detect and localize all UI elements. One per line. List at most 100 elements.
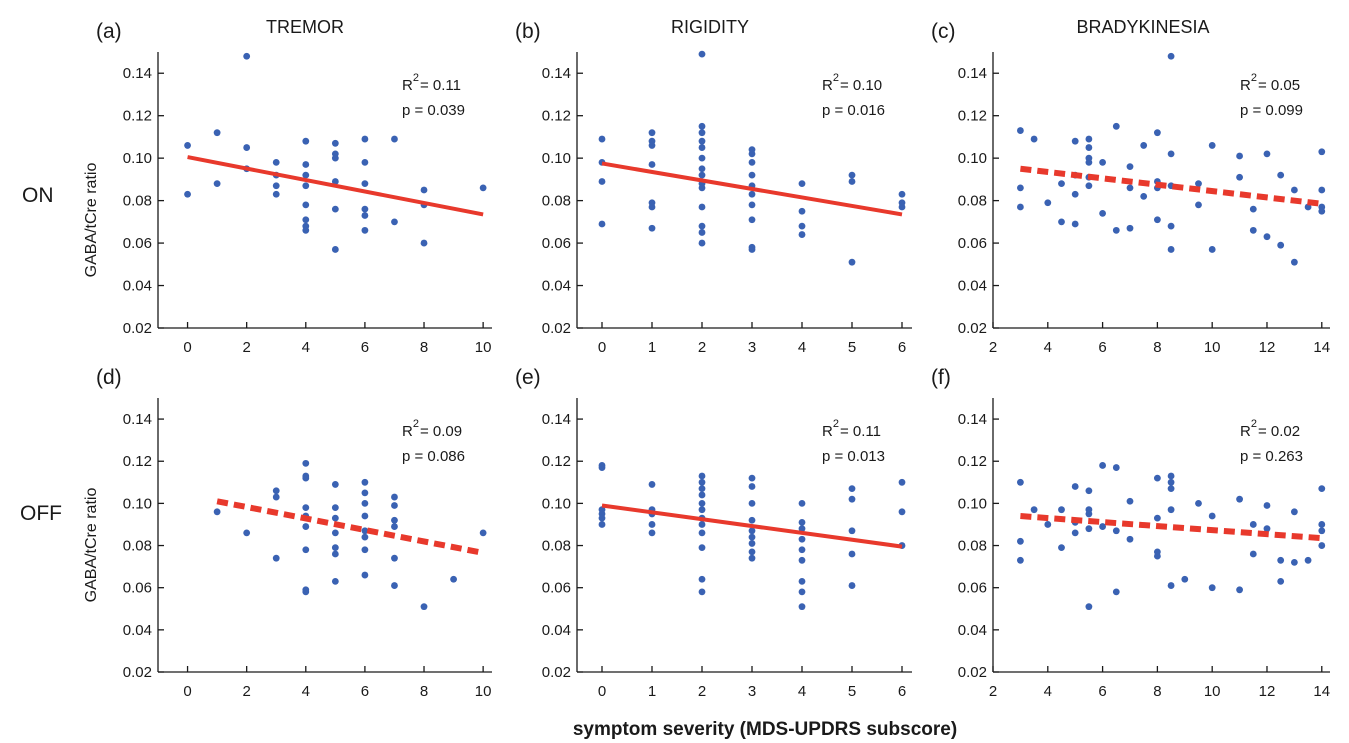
data-point <box>1016 203 1024 211</box>
data-point <box>1167 150 1175 158</box>
y-tick-label: 0.06 <box>123 235 152 252</box>
x-tick-label: 2 <box>989 339 997 356</box>
data-point <box>898 478 906 486</box>
data-point <box>331 504 339 511</box>
data-point <box>598 135 606 143</box>
data-point <box>361 546 369 554</box>
data-point <box>302 523 310 530</box>
data-point <box>798 546 806 554</box>
data-point <box>1249 226 1257 234</box>
data-point <box>1249 205 1257 213</box>
x-axis-label: symptom severity (MDS-UPDRS subscore) <box>573 719 957 740</box>
data-point <box>302 226 310 234</box>
data-point <box>1195 201 1202 209</box>
data-point <box>1304 556 1312 564</box>
data-point <box>1140 192 1148 200</box>
data-point <box>1126 535 1134 543</box>
data-point <box>698 485 706 493</box>
panels: 0.020.040.060.080.100.120.140 2 4 6 8 10(a)R2… <box>96 20 1330 700</box>
data-point <box>698 575 706 583</box>
data-point <box>302 546 310 554</box>
data-point <box>1318 207 1326 215</box>
data-point <box>1071 220 1079 228</box>
x-tick-label: 4 <box>302 339 310 356</box>
x-tick-label: 12 <box>1259 683 1276 700</box>
y-tick-label: 0.08 <box>958 538 987 555</box>
data-point <box>331 178 339 185</box>
x-tick-label: 4 <box>1044 683 1052 700</box>
data-point <box>1318 521 1326 528</box>
data-point <box>598 514 606 522</box>
y-tick-label: 0.06 <box>123 580 152 597</box>
x-tick-label: 2 <box>243 339 251 356</box>
data-point <box>698 521 706 528</box>
y-tick-label: 0.14 <box>958 65 987 82</box>
data-point <box>648 521 656 528</box>
data-point <box>698 588 706 596</box>
data-point <box>1236 586 1243 594</box>
x-tick-label: 6 <box>1098 339 1106 356</box>
data-point <box>331 544 339 552</box>
data-point <box>361 533 369 541</box>
data-point <box>1030 135 1038 143</box>
data-point <box>302 459 310 467</box>
data-point <box>598 464 606 471</box>
data-point <box>302 504 310 511</box>
y-tick-label: 0.14 <box>542 65 571 82</box>
y-tick-label: 0.12 <box>542 453 571 470</box>
data-point <box>1112 464 1120 471</box>
data-point <box>302 474 310 482</box>
column-title-rigidity: RIGIDITY <box>671 17 749 37</box>
data-point <box>1126 184 1134 192</box>
data-point <box>302 182 310 190</box>
data-point <box>1290 508 1298 516</box>
y-tick-label: 0.04 <box>123 622 152 639</box>
data-point <box>1153 216 1161 224</box>
data-point <box>748 201 756 209</box>
x-tick-label: 6 <box>1098 683 1106 700</box>
y-tick-label: 0.08 <box>123 193 152 210</box>
data-point <box>1167 222 1175 230</box>
y-tick-label: 0.10 <box>958 495 987 512</box>
data-point <box>648 161 656 168</box>
r-squared-label: R2= 0.11 <box>822 418 881 440</box>
data-point <box>361 499 369 507</box>
x-tick-label: 6 <box>898 339 906 356</box>
data-point <box>898 508 906 516</box>
data-point <box>213 508 221 516</box>
y-tick-label: 0.02 <box>958 320 987 337</box>
data-point <box>748 474 756 482</box>
y-tick-label: 0.04 <box>542 278 571 295</box>
data-point <box>798 231 806 238</box>
x-tick-label: 6 <box>898 683 906 700</box>
data-point <box>598 521 606 528</box>
data-point <box>648 203 656 211</box>
y-tick-label: 0.12 <box>542 108 571 125</box>
data-point <box>698 171 706 179</box>
regression-line <box>187 155 484 217</box>
x-tick-label: 8 <box>420 339 428 356</box>
x-tick-label: 10 <box>475 683 492 700</box>
data-point <box>698 472 706 480</box>
data-point <box>1016 127 1024 134</box>
data-point <box>1085 487 1093 495</box>
data-point <box>1263 233 1271 241</box>
panel-label: (b) <box>515 20 541 43</box>
data-point <box>698 229 706 236</box>
data-point <box>1030 506 1038 514</box>
data-point <box>798 577 806 585</box>
y-tick-label: 0.02 <box>958 664 987 681</box>
x-tick-label: 8 <box>420 683 428 700</box>
data-point <box>361 212 369 219</box>
panel-e: 0.02 0.04 0.06 0.08 0.10 0.12 0.14 0 1 2 3 4 5 6 (e) R2… <box>515 366 912 700</box>
data-point <box>331 514 339 522</box>
data-point <box>361 527 369 535</box>
data-point <box>748 246 756 253</box>
data-point <box>698 544 706 552</box>
y-tick-label: 0.06 <box>958 235 987 252</box>
data-point <box>698 129 706 137</box>
data-point <box>213 180 221 188</box>
p-value-label: p = 0.263 <box>1240 448 1303 465</box>
data-point <box>1249 550 1257 558</box>
